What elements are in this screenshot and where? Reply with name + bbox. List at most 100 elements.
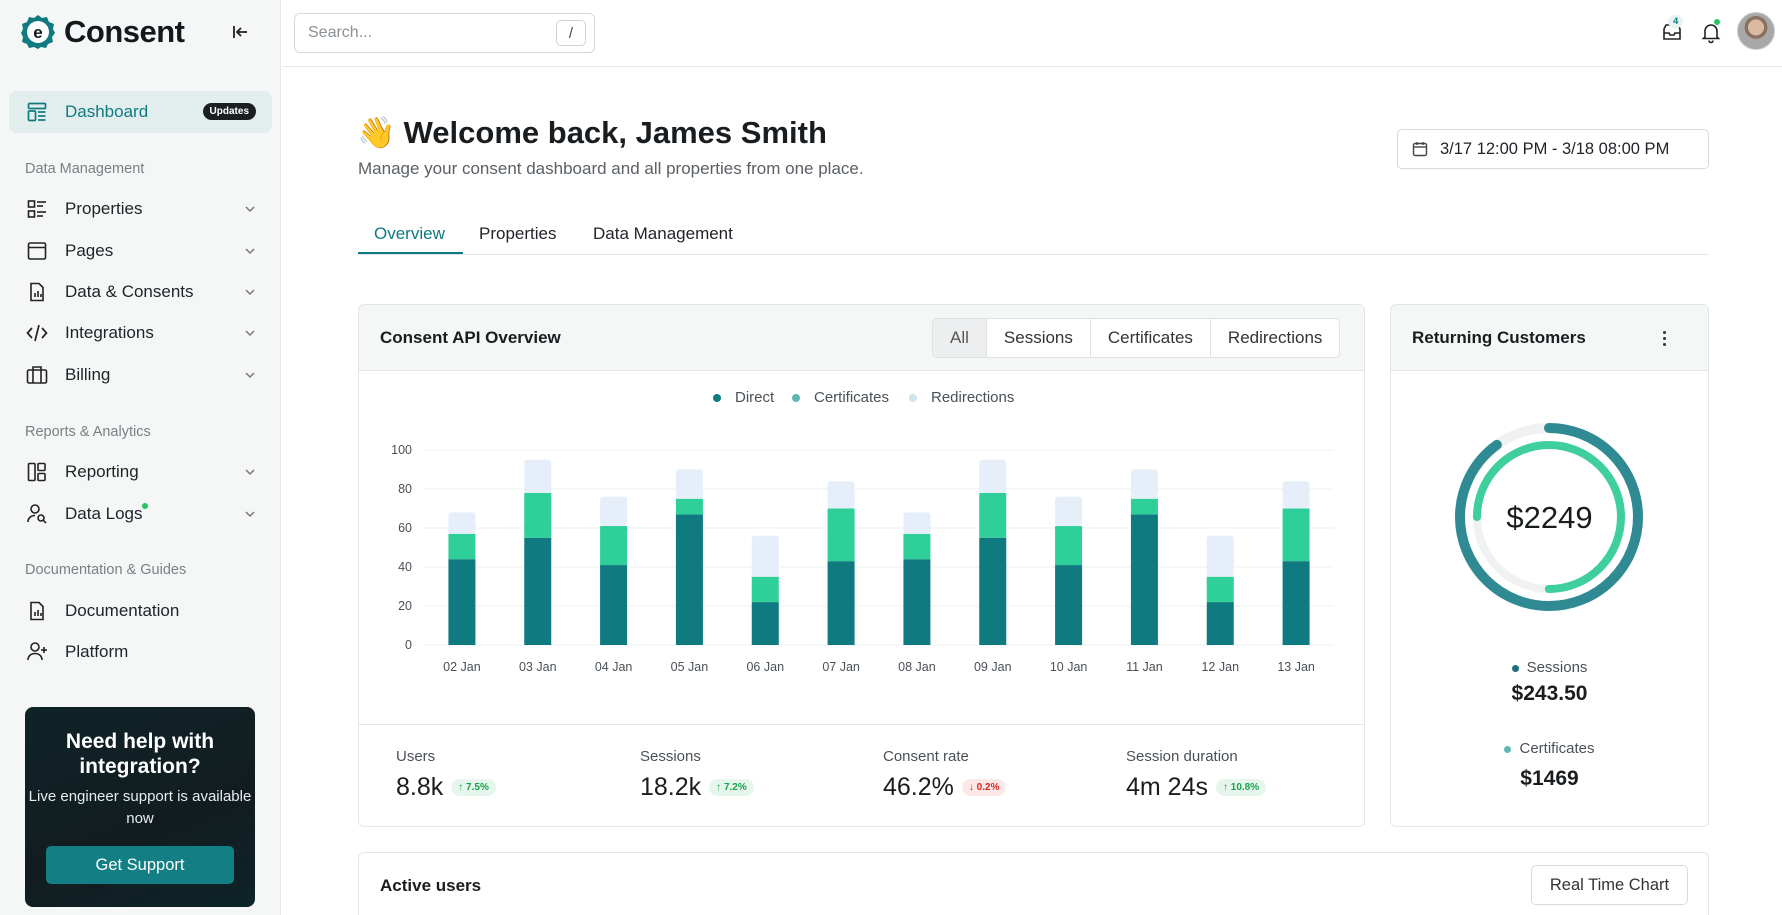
- stat-label: Consent rate: [883, 748, 969, 765]
- date-range-picker[interactable]: 3/17 12:00 PM - 3/18 08:00 PM: [1397, 129, 1709, 169]
- bar-segment-certificates: [751, 576, 779, 603]
- stat-label: Sessions: [640, 748, 701, 765]
- sidebar-item-data-logs[interactable]: Data Logs: [9, 494, 272, 534]
- search-input[interactable]: [308, 24, 548, 42]
- returning-customers-card: Returning Customers $2249 Sessions $243.…: [1390, 304, 1709, 827]
- filter-sessions[interactable]: Sessions: [985, 319, 1090, 357]
- filter-all[interactable]: All: [933, 319, 986, 357]
- bar-segment-direct: [1206, 602, 1234, 645]
- tab-overview[interactable]: Overview: [374, 224, 445, 243]
- stacked-bar-chart: 0 20 40 60 80 100 02 Jan 03 Jan 04 Jan 05 Jan 06 J…: [391, 443, 1334, 674]
- collapse-sidebar-button[interactable]: [228, 20, 252, 44]
- brand[interactable]: e Consent: [20, 14, 185, 50]
- certificates-dot: [1504, 745, 1512, 753]
- bar-segment-certificates: [448, 533, 476, 560]
- legend-label: Direct: [735, 389, 775, 406]
- user-search-icon: [25, 502, 49, 526]
- sidebar-item-properties[interactable]: Properties: [9, 189, 272, 229]
- donut-total: $2249: [1506, 500, 1593, 535]
- stat-value: 46.2%: [883, 773, 954, 801]
- stat-sessions: Sessions 18.2k ↑ 7.2%: [640, 748, 754, 802]
- user-plus-icon: [25, 640, 49, 664]
- y-tick-label: 20: [398, 599, 412, 613]
- section-title-docs: Documentation & Guides: [25, 562, 187, 578]
- stat-consent-rate: Consent rate 46.2% ↓ 0.2%: [883, 748, 1007, 802]
- sidebar-item-integrations[interactable]: Integrations: [9, 313, 272, 353]
- bar-segment-direct: [979, 537, 1007, 645]
- help-title: Need help with integration?: [65, 730, 215, 778]
- y-tick-label: 100: [391, 443, 412, 457]
- card-title: Active users: [380, 876, 482, 895]
- card-title: Returning Customers: [1412, 328, 1586, 347]
- columns-icon: [25, 460, 49, 484]
- sidebar-item-billing[interactable]: Billing: [9, 355, 272, 395]
- stat-value: 18.2k: [640, 773, 702, 801]
- get-support-button[interactable]: Get Support: [46, 846, 234, 884]
- bell-icon[interactable]: [1699, 20, 1723, 44]
- active-users-card: Active users Real Time Chart: [358, 852, 1709, 915]
- x-tick-label: 07 Jan: [822, 660, 860, 674]
- sidebar-item-documentation[interactable]: Documentation: [9, 591, 272, 631]
- legend-dot: [909, 393, 917, 402]
- sidebar-item-dashboard[interactable]: Dashboard Updates: [9, 91, 272, 133]
- bar-segment-direct: [903, 559, 931, 645]
- sidebar-item-label: Dashboard: [65, 102, 149, 121]
- bar-segment-direct: [524, 537, 552, 645]
- avatar[interactable]: [1737, 12, 1775, 50]
- filter-segmented-control: All Sessions Certificates Redirections: [932, 318, 1341, 358]
- stat-value: 4m 24s: [1126, 773, 1208, 801]
- sidebar-item-label: Reporting: [65, 462, 139, 481]
- sessions-dot: [1511, 664, 1519, 672]
- bar-segment-certificates: [827, 508, 855, 562]
- file-chart-icon: [25, 599, 49, 623]
- sidebar-item-label: Properties: [65, 199, 143, 218]
- legend-direct[interactable]: Direct: [713, 389, 774, 406]
- legend-dot: [713, 393, 721, 402]
- sessions-label-text: Sessions: [1526, 659, 1588, 676]
- filter-certificates[interactable]: Certificates: [1089, 319, 1210, 357]
- certificates-label: Certificates: [1391, 740, 1708, 757]
- active-tab-indicator: [358, 252, 463, 254]
- stat-session-duration: Session duration 4m 24s ↑ 10.8%: [1126, 748, 1267, 802]
- more-options-button[interactable]: [1654, 327, 1674, 349]
- bar-segment-redirections: [903, 512, 931, 534]
- bar-segment-direct: [1282, 561, 1310, 645]
- chevron-down-icon: [245, 372, 255, 379]
- delta-badge: ↑ 7.2%: [709, 779, 754, 796]
- y-tick-label: 0: [405, 638, 412, 652]
- bar-segment-redirections: [600, 496, 628, 527]
- tab-data-management[interactable]: Data Management: [593, 224, 733, 243]
- filter-redirections[interactable]: Redirections: [1209, 319, 1339, 357]
- x-tick-label: 12 Jan: [1201, 660, 1239, 674]
- new-activity-dot: [142, 503, 148, 509]
- legend-redirections[interactable]: Redirections: [909, 389, 1014, 406]
- legend-certificates[interactable]: Certificates: [792, 389, 889, 406]
- stat-value: 8.8k: [396, 773, 444, 801]
- sidebar-item-platform[interactable]: Platform: [9, 632, 272, 672]
- legend-label: Redirections: [931, 389, 1015, 406]
- x-tick-label: 08 Jan: [898, 660, 936, 674]
- bar-segment-direct: [448, 559, 476, 645]
- bar-segment-direct: [675, 514, 703, 645]
- sidebar-item-reporting[interactable]: Reporting: [9, 452, 272, 492]
- bar-segment-redirections: [1130, 469, 1158, 499]
- bar-segment-direct: [751, 602, 779, 645]
- sidebar-item-label: Platform: [65, 642, 129, 661]
- delta-badge: ↑ 10.8%: [1215, 779, 1267, 796]
- sidebar-item-data-consents[interactable]: Data & Consents: [9, 272, 272, 312]
- bar-segment-certificates: [524, 492, 552, 538]
- tab-properties[interactable]: Properties: [479, 224, 557, 243]
- stat-label: Users: [396, 748, 436, 765]
- help-card: Need help with integration? Live enginee…: [25, 707, 255, 907]
- inbox-icon[interactable]: [1660, 20, 1684, 44]
- search-box[interactable]: /: [294, 13, 595, 53]
- welcome-text: Welcome back, James Smith: [403, 114, 827, 150]
- briefcase-icon: [25, 363, 49, 387]
- x-tick-label: 04 Jan: [595, 660, 633, 674]
- bar-segment-redirections: [1282, 481, 1310, 509]
- sidebar-item-pages[interactable]: Pages: [9, 231, 272, 271]
- x-tick-label: 03 Jan: [519, 660, 557, 674]
- real-time-chart-button[interactable]: Real Time Chart: [1531, 865, 1688, 905]
- sidebar-item-label: Integrations: [65, 323, 154, 342]
- sessions-value: $243.50: [1511, 682, 1588, 705]
